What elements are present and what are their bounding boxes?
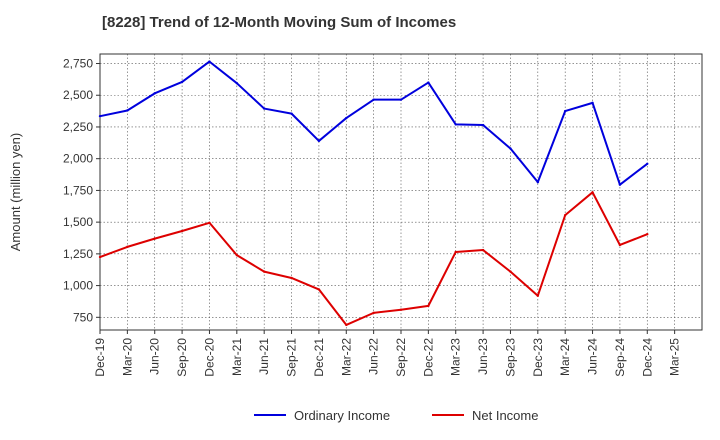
y-tick-label: 1,500 (63, 215, 93, 229)
data-point (563, 109, 567, 113)
y-tick-label: 1,750 (63, 183, 93, 197)
data-point (98, 114, 102, 118)
data-point (591, 101, 594, 105)
legend-label: Ordinary Income (294, 408, 390, 423)
legend: Ordinary Income Net Income (254, 408, 538, 423)
data-point (372, 311, 375, 315)
data-point (454, 250, 457, 254)
x-tick-label: Mar-22 (339, 338, 353, 376)
x-tick-label: Dec-23 (531, 338, 545, 377)
y-tick-label: 2,000 (63, 152, 93, 166)
y-tick-label: 1,250 (63, 247, 93, 261)
data-point (317, 288, 321, 291)
x-tick-label: Jun-20 (148, 338, 162, 375)
data-point (126, 109, 129, 112)
data-point (126, 245, 129, 249)
x-tick-label: Sep-21 (285, 338, 299, 377)
data-point (481, 123, 485, 127)
data-point (399, 308, 403, 311)
data-point (235, 253, 239, 257)
x-tick-label: Sep-22 (394, 338, 408, 377)
data-point (427, 81, 430, 84)
x-tick-label: Dec-22 (421, 338, 435, 377)
data-point (153, 92, 156, 95)
y-axis-title: Amount (million yen) (8, 133, 23, 252)
y-axis: 750 1,000 1,250 1,500 1,750 2,000 2,250 2,500 2,… (63, 57, 100, 324)
x-tick-label: Sep-23 (503, 338, 517, 377)
data-point (208, 221, 211, 224)
data-point (317, 139, 321, 143)
series-lines (98, 60, 649, 327)
data-point (509, 147, 512, 150)
y-tick-label: 2,250 (63, 120, 93, 134)
data-point (536, 294, 540, 297)
data-point (262, 107, 266, 110)
x-tick-label: Mar-23 (449, 338, 463, 376)
data-point (399, 98, 403, 101)
x-tick-label: Mar-25 (668, 338, 682, 376)
x-tick-label: Jun-24 (586, 338, 600, 375)
data-point (345, 116, 348, 120)
data-point (98, 255, 102, 259)
x-tick-label: Dec-21 (312, 338, 326, 377)
data-point (591, 191, 594, 194)
data-point (563, 213, 567, 217)
data-point (646, 162, 649, 165)
data-point (454, 123, 457, 126)
x-tick-label: Jun-23 (476, 338, 490, 375)
x-tick-label: Sep-20 (175, 338, 189, 377)
data-point (618, 183, 622, 186)
y-tick-label: 2,750 (63, 57, 93, 71)
chart-title: [8228] Trend of 12-Month Moving Sum of I… (102, 14, 457, 31)
data-point (536, 180, 540, 184)
legend-label: Net Income (472, 408, 538, 423)
data-point (345, 323, 348, 327)
data-point (180, 229, 184, 233)
grid (100, 54, 702, 330)
x-axis: Dec-19 Mar-20 Jun-20 Sep-20 Dec-20 Mar-21 Jun-… (93, 330, 682, 377)
x-tick-label: Mar-24 (558, 338, 572, 376)
x-tick-label: Mar-21 (230, 338, 244, 376)
x-tick-label: Dec-19 (93, 338, 107, 377)
data-point (372, 98, 375, 101)
data-point (153, 237, 156, 240)
data-point (290, 112, 293, 115)
x-tick-label: Mar-20 (120, 338, 134, 376)
y-tick-label: 2,500 (63, 88, 93, 102)
data-point (208, 60, 211, 63)
data-point (180, 80, 184, 84)
data-point (427, 304, 430, 308)
x-tick-label: Sep-24 (613, 338, 627, 377)
data-point (235, 81, 239, 85)
x-tick-label: Jun-21 (257, 338, 271, 375)
y-tick-label: 1,000 (63, 279, 93, 293)
data-point (646, 232, 649, 236)
x-tick-label: Dec-20 (202, 338, 216, 377)
data-point (481, 248, 485, 252)
data-point (262, 270, 266, 273)
x-tick-label: Dec-24 (640, 338, 654, 377)
y-tick-label: 750 (73, 310, 93, 324)
data-point (290, 276, 293, 280)
x-tick-label: Jun-22 (367, 338, 381, 375)
data-point (618, 243, 622, 247)
data-point (509, 270, 512, 273)
